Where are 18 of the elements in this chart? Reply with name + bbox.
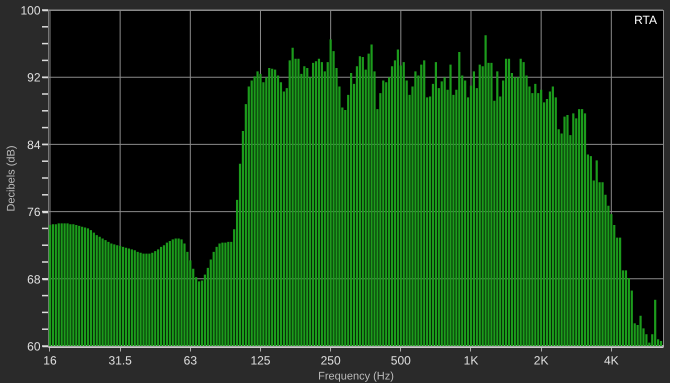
- x-tick-label: 500: [390, 354, 412, 368]
- x-tick-label: 63: [184, 354, 198, 368]
- chart-title: RTA: [634, 13, 657, 27]
- x-tick-label: 31.5: [108, 354, 132, 368]
- x-tick-label: 125: [250, 354, 271, 368]
- y-tick-label: 68: [27, 272, 41, 286]
- y-tick-label: 60: [27, 340, 41, 354]
- x-tick-label: 4K: [604, 354, 619, 368]
- y-tick-label: 100: [20, 4, 41, 18]
- y-tick-label: 84: [27, 138, 41, 152]
- x-tick-label: 16: [43, 354, 57, 368]
- y-tick-label: 92: [27, 70, 41, 85]
- x-axis-title: Frequency (Hz): [318, 370, 394, 382]
- x-tick-label: 2K: [534, 354, 548, 368]
- x-tick-label: 250: [320, 354, 341, 368]
- y-axis-title: Decibels (dB): [5, 145, 18, 212]
- y-tick-label: 76: [27, 205, 41, 220]
- x-tick-label: 1K: [464, 354, 478, 368]
